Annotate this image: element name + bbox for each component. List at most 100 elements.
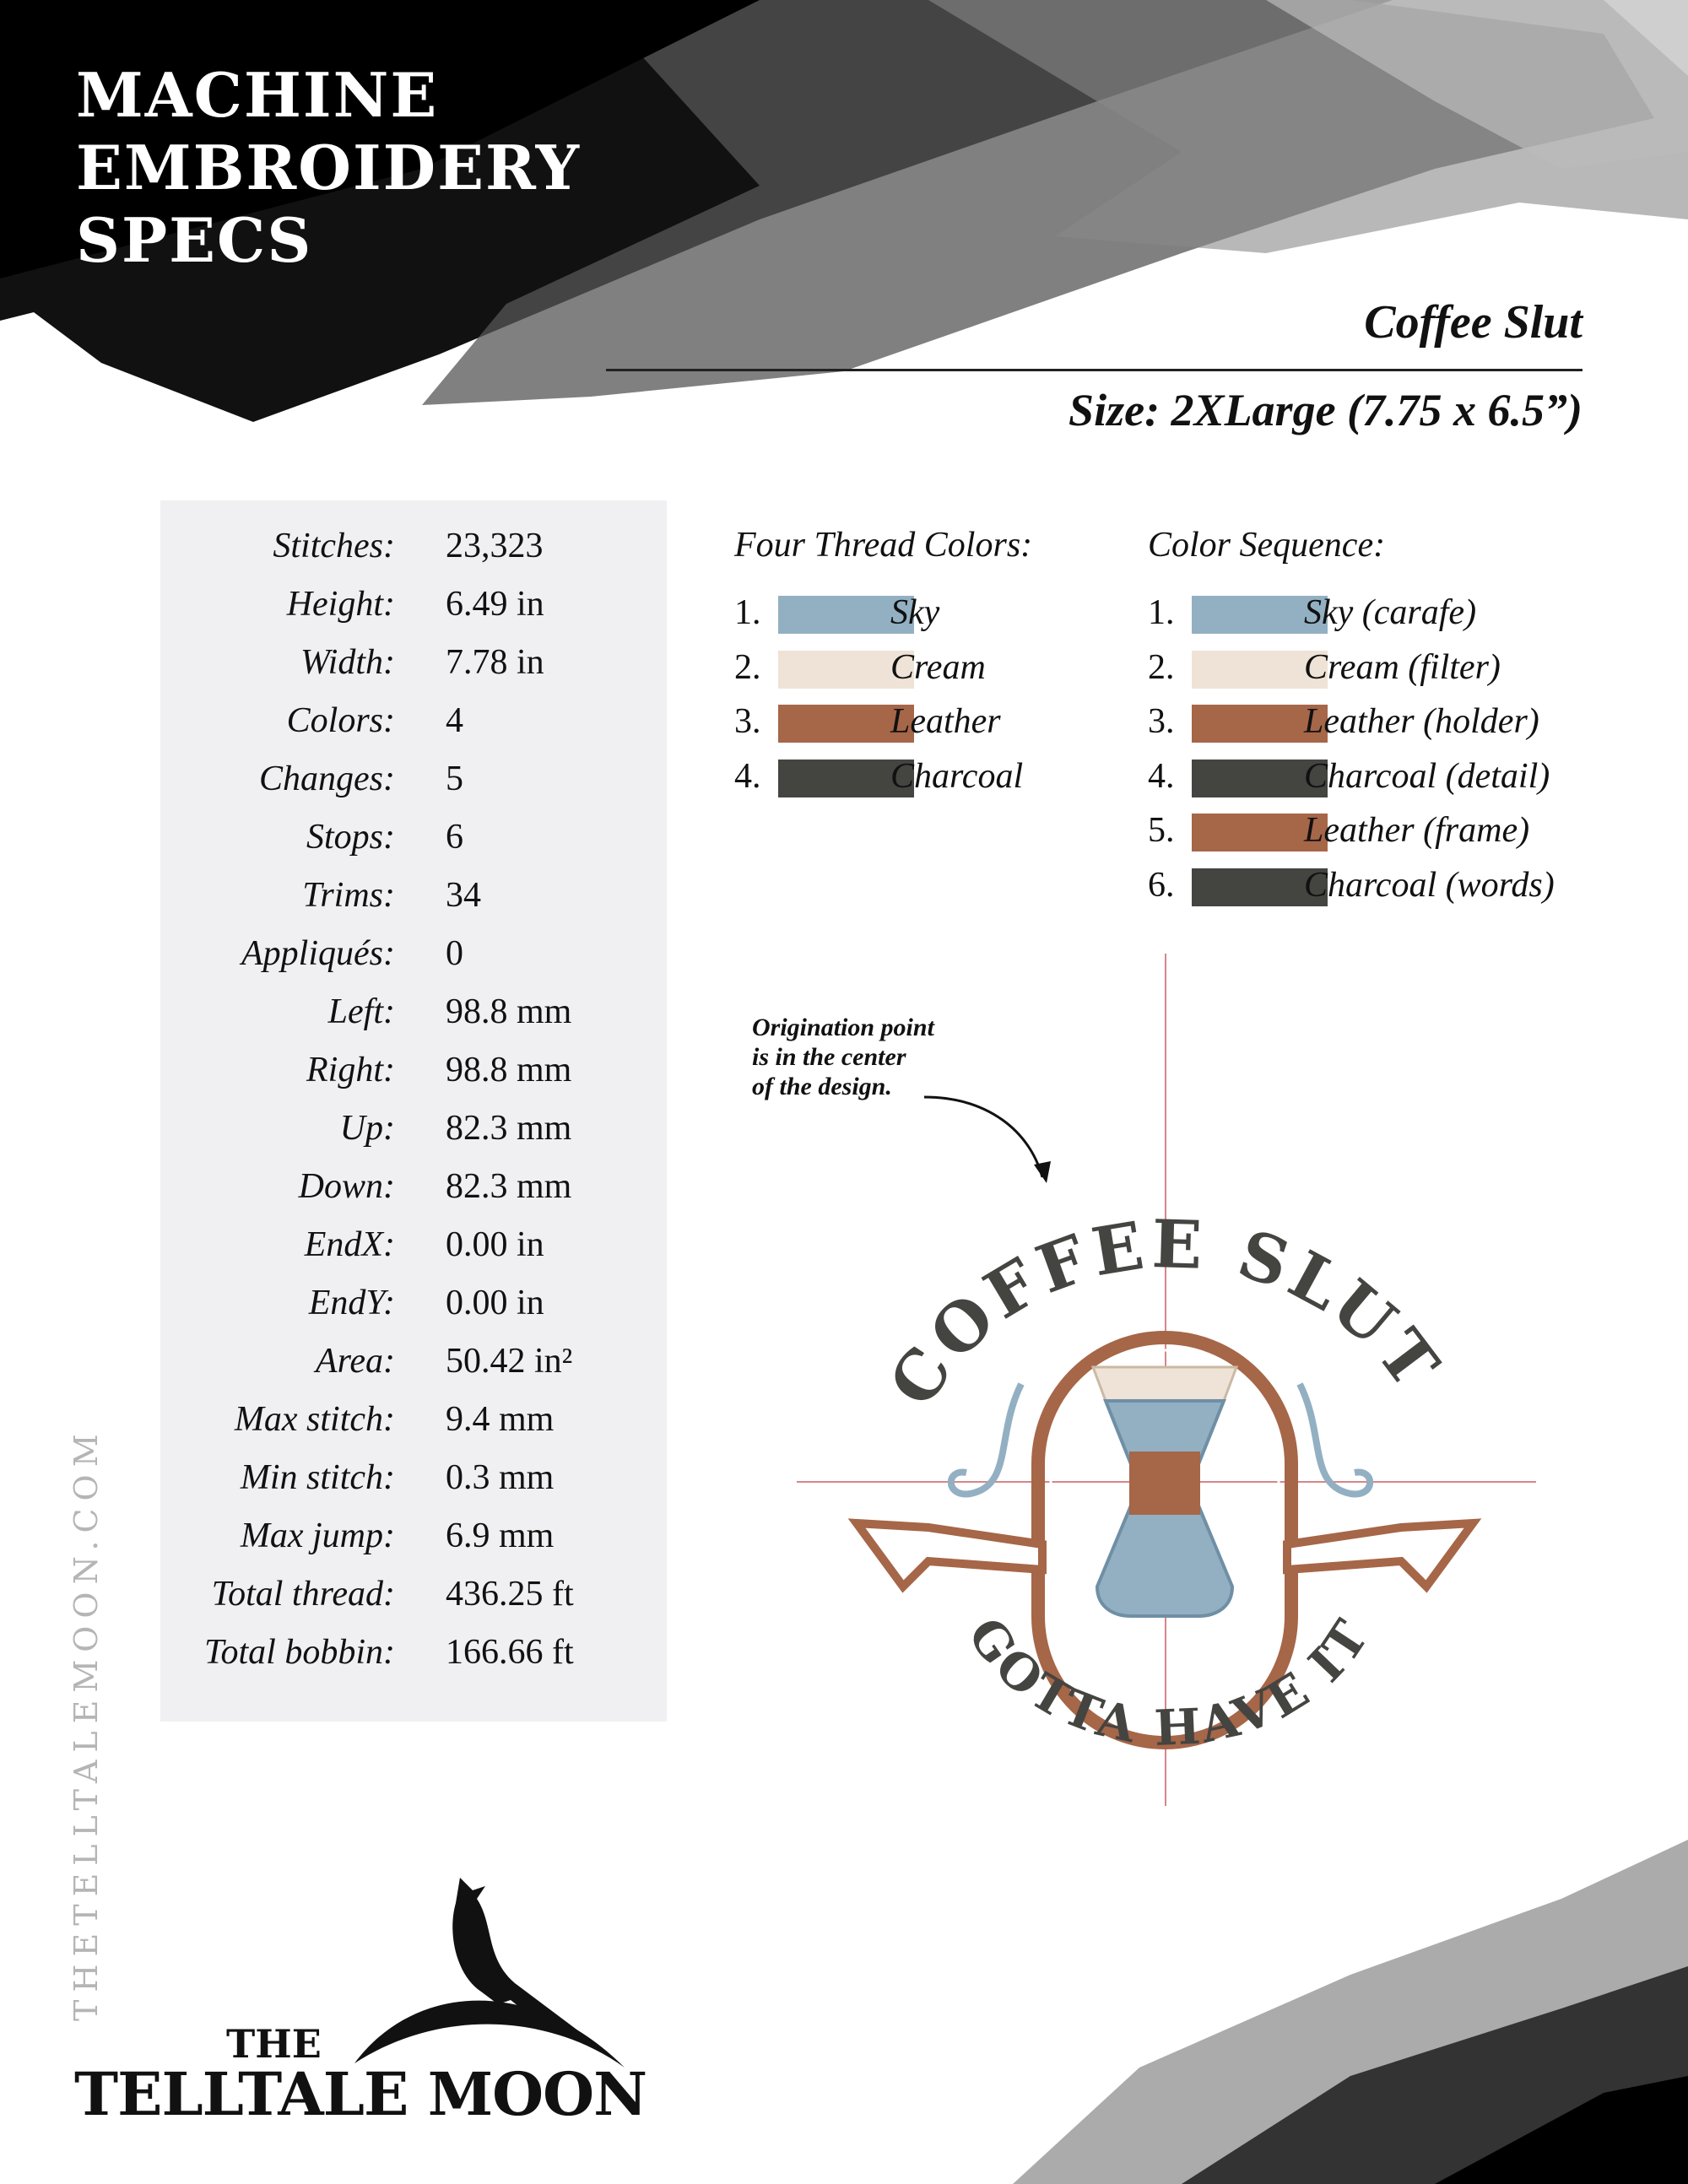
color-row: 6. Charcoal (words) [1148,865,1570,907]
stat-value: 98.8 mm [446,1051,572,1089]
origination-note: Origination point is in the center of th… [752,1013,934,1101]
stat-label: Right: [306,1051,395,1089]
color-name: Sky (carafe) [1304,593,1477,632]
thread-colors-heading: Four Thread Colors: [734,526,1033,565]
color-number: 2. [734,647,761,687]
stat-label: Stops: [306,818,395,857]
stat-label: Up: [339,1109,395,1148]
stat-label: Height: [286,585,395,624]
color-number: 1. [1148,593,1175,632]
stat-row: EndY: 0.00 in [160,1283,667,1333]
stat-value: 436.25 ft [446,1575,574,1614]
design-size: Size: 2XLarge (7.75 x 6.5”) [1069,385,1582,435]
stat-row: Max jump: 6.9 mm [160,1516,667,1566]
stat-row: Total thread: 436.25 ft [160,1574,667,1624]
stat-label: Total thread: [211,1575,395,1614]
stat-label: Trims: [302,876,395,915]
color-number: 3. [734,702,761,741]
color-name: Cream (filter) [1304,647,1501,687]
header-title-line-2: EMBROIDERY [76,132,582,203]
color-name: Charcoal [890,756,1024,796]
color-swatch [1192,868,1328,906]
stat-value: 82.3 mm [446,1109,572,1148]
stat-row: Stitches: 23,323 [160,526,667,576]
stat-label: Width: [300,643,395,682]
ribbon-left [847,1518,1047,1593]
stat-label: Down: [298,1167,395,1206]
stat-row: Trims: 34 [160,875,667,926]
stat-value: 5 [446,760,463,798]
color-swatch [778,705,914,743]
stat-value: 98.8 mm [446,992,572,1031]
color-swatch [1192,759,1328,797]
color-number: 2. [1148,647,1175,687]
stat-label: EndX: [304,1225,395,1264]
stat-label: Total bobbin: [204,1633,395,1672]
stat-label: EndY: [308,1284,395,1322]
stat-label: Left: [327,992,395,1031]
stat-label: Max jump: [240,1516,395,1555]
stats-panel: Stitches: 23,323 Height: 6.49 in Width: 7.78 … [160,500,667,1722]
stat-value: 0.3 mm [446,1458,555,1497]
stat-value: 50.42 in² [446,1342,573,1381]
arrow-icon [923,1095,1044,1178]
stat-row: Height: 6.49 in [160,584,667,635]
design-title: Coffee Slut [1364,296,1582,349]
color-number: 6. [1148,865,1175,905]
color-row: 4. Charcoal [734,756,1156,798]
stat-value: 9.4 mm [446,1400,555,1439]
stat-row: Width: 7.78 in [160,642,667,693]
stat-label: Min stitch: [240,1458,395,1497]
embroidery-bottom-text: GOTTA HAVE IT [956,1608,1377,1757]
origination-note-line: of the design. [752,1073,892,1100]
color-swatch [1192,814,1328,851]
header-title-line-1: MACHINE [76,59,439,131]
stat-value: 0.00 in [446,1225,544,1264]
stat-row: Area: 50.42 in² [160,1341,667,1392]
logo-name: TELLTALE MOON [74,2059,647,2129]
stat-row: Right: 98.8 mm [160,1050,667,1100]
color-swatch [778,650,914,689]
color-row: 2. Cream [734,647,1156,689]
color-swatch [778,759,914,797]
svg-text:GOTTA HAVE IT: GOTTA HAVE IT [956,1608,1381,1757]
stat-label: Changes: [259,760,395,798]
website-watermark: THETELLTALEMOON.COM [68,1426,105,2021]
stat-label: Area: [315,1342,395,1381]
stat-label: Stitches: [273,527,395,565]
stat-value: 34 [446,876,481,915]
color-swatch [1192,705,1328,743]
stat-value: 6.9 mm [446,1516,555,1555]
stat-row: Min stitch: 0.3 mm [160,1457,667,1508]
stat-label: Max stitch: [234,1400,395,1439]
color-number: 4. [1148,756,1175,796]
stat-value: 7.78 in [446,643,544,682]
stat-value: 4 [446,701,463,740]
stat-row: Stops: 6 [160,817,667,868]
stat-label: Colors: [286,701,395,740]
carafe-holder [1129,1451,1200,1515]
stat-value: 23,323 [446,527,544,565]
stat-row: Total bobbin: 166.66 ft [160,1632,667,1683]
color-row: 1. Sky [734,592,1156,635]
color-swatch [778,596,914,634]
swirl-left [947,1382,1025,1498]
color-name: Sky [890,593,940,632]
color-row: 1. Sky (carafe) [1148,592,1570,635]
brush-stroke-top-decoration [0,0,1688,422]
color-name: Leather [890,702,1001,741]
color-name: Leather (frame) [1304,811,1530,850]
logo-the: THE [226,2021,322,2067]
crow-moon-logo-icon [354,1878,625,2068]
color-name: Charcoal (words) [1304,865,1555,905]
origination-note-line: Origination point [752,1014,934,1041]
stat-row: EndX: 0.00 in [160,1224,667,1275]
stat-value: 6.49 in [446,585,544,624]
swirl-right [1296,1382,1374,1498]
stat-row: Changes: 5 [160,759,667,809]
stat-value: 0.00 in [446,1284,544,1322]
color-number: 3. [1148,702,1175,741]
stat-row: Left: 98.8 mm [160,992,667,1042]
color-number: 1. [734,593,761,632]
